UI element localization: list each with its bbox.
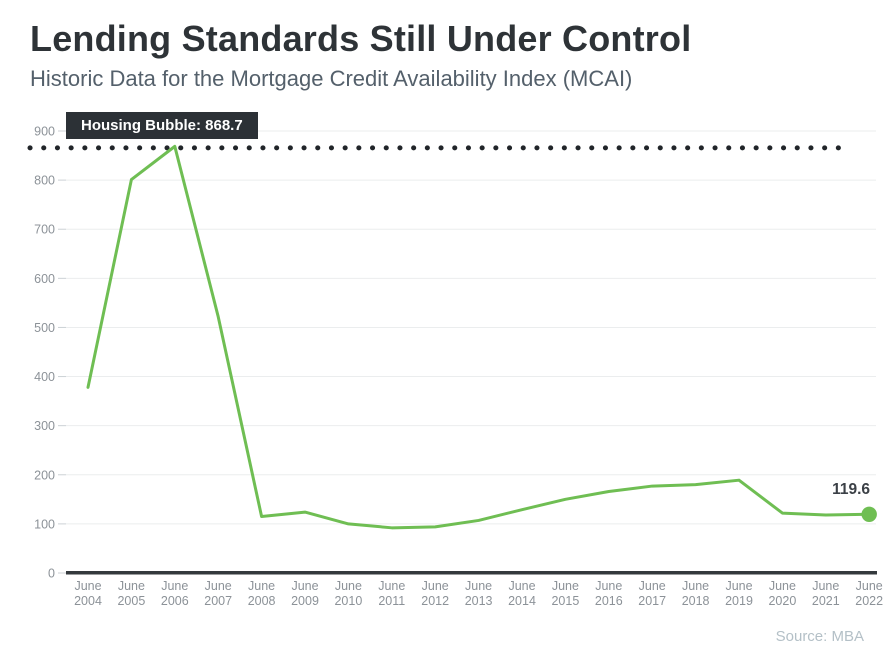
chart-title: Lending Standards Still Under Control <box>30 18 692 59</box>
x-axis-label: June 2004 <box>74 579 102 608</box>
y-axis-label: 700 <box>34 223 55 237</box>
x-axis-label: June 2007 <box>204 579 232 608</box>
end-point-marker <box>861 506 877 522</box>
x-axis-label: June 2014 <box>508 579 536 608</box>
x-axis-label: June 2022 <box>855 579 883 608</box>
x-axis-label: June 2012 <box>421 579 449 608</box>
mcai-line-chart: 0 100 200 300 400 500 600 700 800 900 June 2004 June… <box>27 125 883 608</box>
x-axis-label: June 2020 <box>768 579 796 608</box>
y-axis-label: 500 <box>34 321 55 335</box>
x-axis-label: June 2005 <box>117 579 145 608</box>
chart-subtitle: Historic Data for the Mortgage Credit Av… <box>30 66 633 91</box>
y-axis-label: 0 <box>48 567 55 581</box>
y-axis-label: 300 <box>34 419 55 433</box>
y-axis-label: 400 <box>34 370 55 384</box>
x-axis-label: June 2015 <box>551 579 579 608</box>
y-axis-label: 200 <box>34 468 55 482</box>
x-axis-label: June 2010 <box>334 579 362 608</box>
x-axis-label: June 2018 <box>682 579 710 608</box>
housing-bubble-annotation: Housing Bubble: 868.7 <box>66 112 258 139</box>
mcai-series-line <box>86 144 871 530</box>
x-axis-label: June 2016 <box>595 579 623 608</box>
y-axis-label: 100 <box>34 517 55 531</box>
x-axis-label: June 2021 <box>812 579 840 608</box>
y-axis-label: 600 <box>34 272 55 286</box>
x-axis-label: June 2006 <box>161 579 189 608</box>
y-axis-label: 900 <box>34 125 55 139</box>
x-axis-label: June 2009 <box>291 579 319 608</box>
source-label: Source: MBA <box>775 628 864 645</box>
x-axis-label: June 2013 <box>465 579 493 608</box>
x-axis-label: June 2019 <box>725 579 753 608</box>
y-axis-label: 800 <box>34 174 55 188</box>
x-axis-label: June 2008 <box>248 579 276 608</box>
x-axis-label: June 2011 <box>378 579 405 608</box>
x-axis-label: June 2017 <box>638 579 666 608</box>
current-value-label: 119.6 <box>832 481 870 498</box>
